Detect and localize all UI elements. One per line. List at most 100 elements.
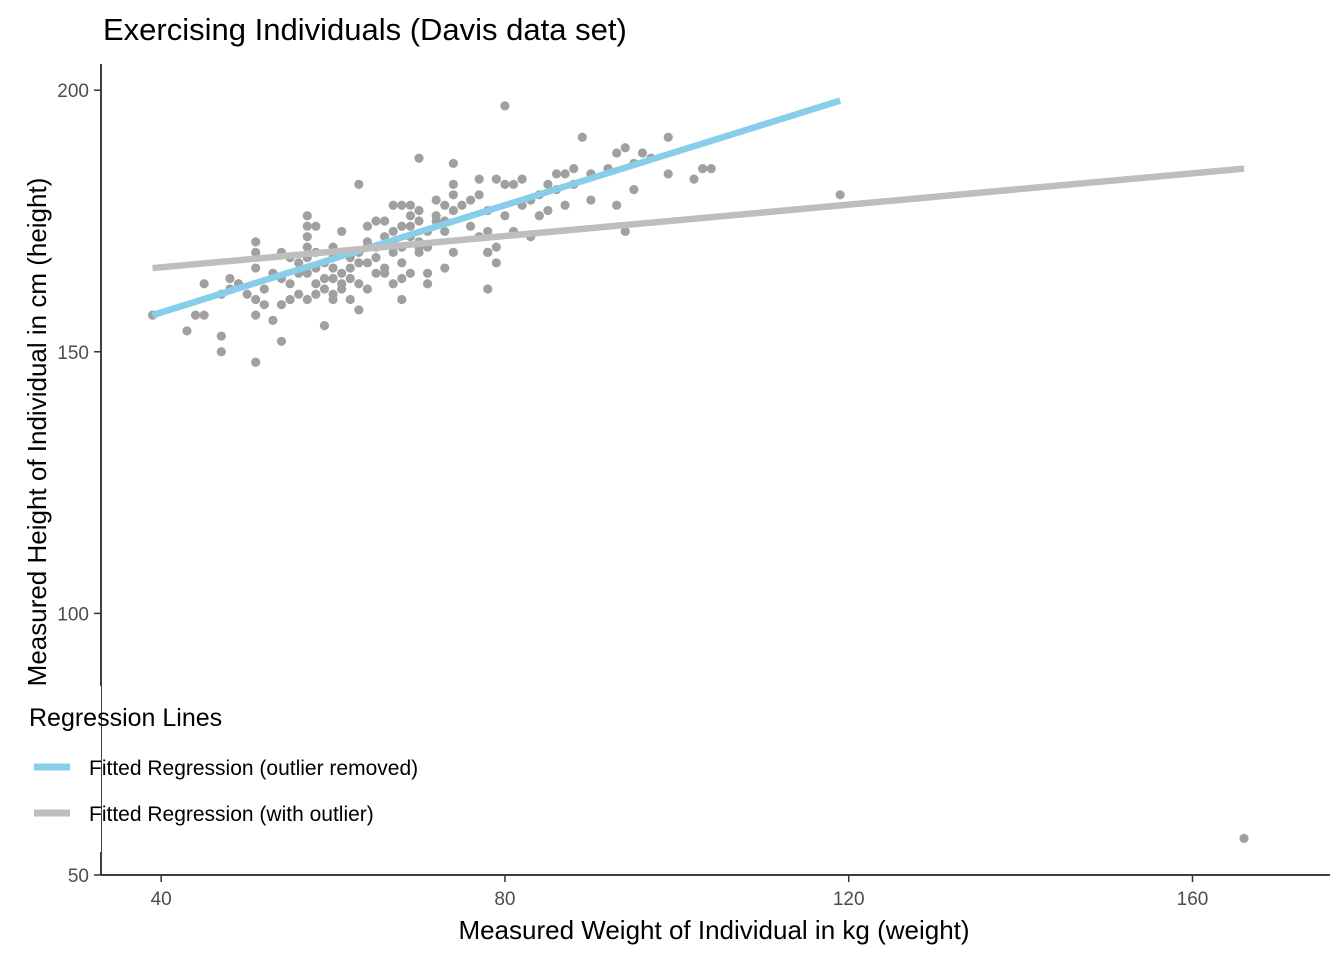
data-point-150 xyxy=(569,164,578,173)
data-point-114 xyxy=(449,206,458,215)
data-point-95 xyxy=(406,222,415,231)
data-point-91 xyxy=(406,269,415,278)
data-point-156 xyxy=(612,201,621,210)
data-point-81 xyxy=(389,201,398,210)
x-tick-label-80: 80 xyxy=(494,889,515,910)
data-point-155 xyxy=(612,148,621,157)
legend-title: Regression Lines xyxy=(29,704,222,732)
data-point-169 xyxy=(1239,834,1248,843)
data-point-71 xyxy=(363,284,372,293)
chart-title: Exercising Individuals (Davis data set) xyxy=(103,12,627,47)
data-point-129 xyxy=(492,175,501,184)
data-point-28 xyxy=(285,295,294,304)
data-point-85 xyxy=(397,258,406,267)
data-point-146 xyxy=(552,169,561,178)
data-point-143 xyxy=(543,206,552,215)
data-point-82 xyxy=(389,227,398,236)
data-point-166 xyxy=(698,164,707,173)
data-point-136 xyxy=(509,180,518,189)
data-point-25 xyxy=(277,337,286,346)
data-point-159 xyxy=(629,185,638,194)
data-point-134 xyxy=(500,101,509,110)
data-point-6 xyxy=(217,347,226,356)
data-point-30 xyxy=(294,290,303,299)
data-point-15 xyxy=(251,358,260,367)
legend: Regression Lines Fitted Regression (outl… xyxy=(0,686,418,852)
data-point-123 xyxy=(475,190,484,199)
data-point-88 xyxy=(397,201,406,210)
data-point-117 xyxy=(449,159,458,168)
data-point-2 xyxy=(191,311,200,320)
data-point-115 xyxy=(449,180,458,189)
data-point-168 xyxy=(836,190,845,199)
y-axis-title: Measured Height of Individual in cm (hei… xyxy=(22,178,52,687)
data-point-27 xyxy=(285,279,294,288)
data-point-98 xyxy=(414,248,423,257)
data-point-148 xyxy=(560,169,569,178)
data-point-73 xyxy=(371,253,380,262)
data-point-99 xyxy=(414,206,423,215)
data-point-22 xyxy=(277,300,286,309)
data-point-127 xyxy=(483,248,492,257)
data-point-116 xyxy=(449,190,458,199)
data-point-87 xyxy=(397,274,406,283)
data-point-167 xyxy=(707,164,716,173)
data-point-147 xyxy=(560,201,569,210)
data-point-61 xyxy=(346,295,355,304)
data-point-119 xyxy=(466,222,475,231)
data-point-79 xyxy=(380,269,389,278)
data-point-76 xyxy=(380,216,389,225)
data-point-164 xyxy=(664,169,673,178)
data-point-50 xyxy=(328,263,337,272)
data-point-86 xyxy=(397,295,406,304)
x-tick-label-160: 160 xyxy=(1177,889,1209,910)
data-point-56 xyxy=(337,227,346,236)
data-point-103 xyxy=(423,269,432,278)
data-point-62 xyxy=(354,180,363,189)
data-point-3 xyxy=(200,311,209,320)
x-axis-ticks: 40 80 120 160 xyxy=(151,875,1209,910)
data-point-94 xyxy=(406,201,415,210)
x-tick-label-40: 40 xyxy=(151,889,172,910)
data-point-128 xyxy=(483,284,492,293)
data-point-19 xyxy=(260,284,269,293)
data-point-51 xyxy=(328,274,337,283)
data-point-120 xyxy=(466,195,475,204)
plot-area xyxy=(148,101,1249,843)
data-point-113 xyxy=(449,248,458,257)
data-point-55 xyxy=(337,269,346,278)
data-point-46 xyxy=(320,274,329,283)
data-point-118 xyxy=(457,201,466,210)
data-point-130 xyxy=(492,243,501,252)
data-point-42 xyxy=(311,290,320,299)
data-point-16 xyxy=(251,295,260,304)
data-point-151 xyxy=(578,133,587,142)
y-tick-label-100: 100 xyxy=(57,604,89,625)
data-point-57 xyxy=(337,284,346,293)
data-point-65 xyxy=(354,279,363,288)
data-point-60 xyxy=(346,274,355,283)
regression-line-1 xyxy=(153,169,1244,268)
data-point-101 xyxy=(414,216,423,225)
data-point-43 xyxy=(311,222,320,231)
data-point-163 xyxy=(664,133,673,142)
data-point-41 xyxy=(311,279,320,288)
data-point-89 xyxy=(397,222,406,231)
data-point-32 xyxy=(303,211,312,220)
data-point-64 xyxy=(354,258,363,267)
data-point-11 xyxy=(243,290,252,299)
data-point-102 xyxy=(423,279,432,288)
data-point-68 xyxy=(363,222,372,231)
data-point-157 xyxy=(621,143,630,152)
data-point-4 xyxy=(200,279,209,288)
legend-label-outlier-removed: Fitted Regression (outlier removed) xyxy=(89,757,418,780)
data-point-20 xyxy=(268,316,277,325)
y-tick-label-200: 200 xyxy=(57,81,89,102)
data-point-72 xyxy=(371,269,380,278)
data-point-33 xyxy=(303,222,312,231)
data-point-100 xyxy=(414,154,423,163)
x-tick-label-120: 120 xyxy=(833,889,865,910)
data-point-108 xyxy=(432,195,441,204)
data-point-165 xyxy=(689,175,698,184)
